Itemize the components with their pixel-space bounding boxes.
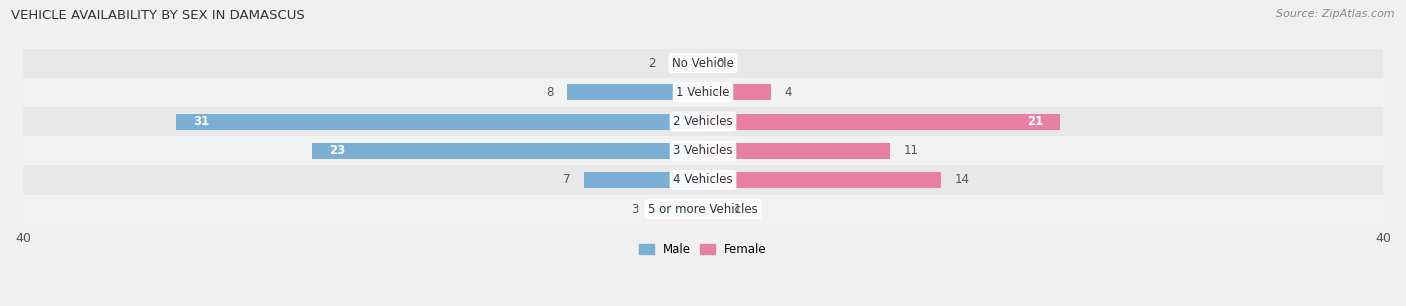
Text: 2 Vehicles: 2 Vehicles — [673, 115, 733, 128]
Bar — [176, 114, 703, 129]
Text: 8: 8 — [546, 86, 554, 99]
Text: 1: 1 — [734, 203, 741, 216]
Text: 4: 4 — [785, 86, 792, 99]
Text: No Vehicle: No Vehicle — [672, 57, 734, 70]
Text: 4 Vehicles: 4 Vehicles — [673, 174, 733, 186]
Text: 21: 21 — [1026, 115, 1043, 128]
Bar — [703, 114, 1060, 129]
Bar — [652, 201, 703, 217]
Text: 3: 3 — [631, 203, 638, 216]
Text: 1 Vehicle: 1 Vehicle — [676, 86, 730, 99]
Bar — [22, 195, 1384, 224]
Legend: Male, Female: Male, Female — [634, 238, 772, 261]
Text: 11: 11 — [904, 144, 918, 157]
Text: 3 Vehicles: 3 Vehicles — [673, 144, 733, 157]
Text: Source: ZipAtlas.com: Source: ZipAtlas.com — [1277, 9, 1395, 19]
Text: 2: 2 — [648, 57, 655, 70]
Bar — [703, 172, 941, 188]
Text: 14: 14 — [955, 174, 970, 186]
Text: 31: 31 — [193, 115, 209, 128]
Bar — [22, 165, 1384, 195]
Bar — [567, 84, 703, 100]
Bar — [22, 136, 1384, 165]
Text: 7: 7 — [562, 174, 571, 186]
Text: VEHICLE AVAILABILITY BY SEX IN DAMASCUS: VEHICLE AVAILABILITY BY SEX IN DAMASCUS — [11, 9, 305, 22]
Bar — [703, 143, 890, 159]
Text: 0: 0 — [717, 57, 724, 70]
Bar — [22, 107, 1384, 136]
Bar — [669, 55, 703, 71]
Bar — [22, 78, 1384, 107]
Bar — [22, 49, 1384, 78]
Text: 5 or more Vehicles: 5 or more Vehicles — [648, 203, 758, 216]
Bar — [312, 143, 703, 159]
Text: 23: 23 — [329, 144, 346, 157]
Bar — [703, 84, 770, 100]
Bar — [583, 172, 703, 188]
Bar — [703, 201, 720, 217]
